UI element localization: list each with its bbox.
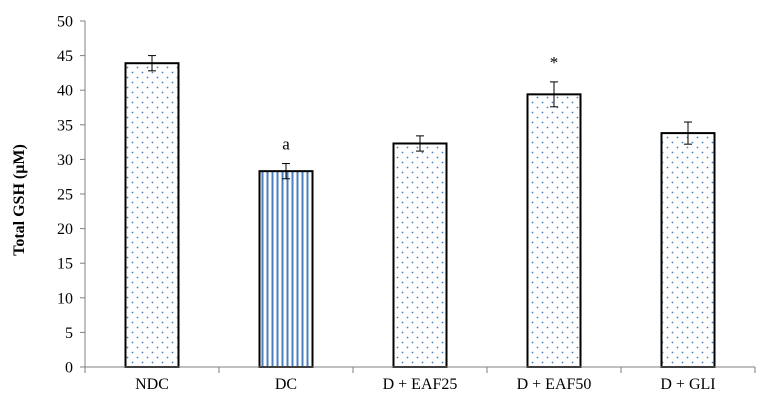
bars-group: a* xyxy=(124,53,716,369)
bar xyxy=(124,62,180,368)
bar xyxy=(392,142,448,368)
x-tick-label: DC xyxy=(275,376,297,393)
x-tick-label: D + EAF25 xyxy=(383,376,458,393)
y-axis-title: Total GSH (µM) xyxy=(11,144,28,256)
y-tick-label: 5 xyxy=(65,325,73,342)
y-axis-ticks: 0 5 10 15 20 25 30 35 40 45 50 xyxy=(57,14,85,377)
bar-annotation: a xyxy=(282,135,290,154)
y-tick-label: 15 xyxy=(57,256,73,273)
bar-annotation: * xyxy=(550,53,559,72)
y-tick-label: 40 xyxy=(57,83,73,100)
y-tick-label: 25 xyxy=(57,187,73,204)
y-tick-label: 10 xyxy=(57,290,73,307)
x-tick-label: D + GLI xyxy=(660,376,715,393)
y-tick-label: 50 xyxy=(57,14,73,31)
y-tick-label: 35 xyxy=(57,117,73,134)
x-tick-label: NDC xyxy=(135,376,169,393)
y-tick-label: 0 xyxy=(65,360,73,377)
y-tick-label: 30 xyxy=(57,152,73,169)
x-tick-label: D + EAF50 xyxy=(517,376,592,393)
y-tick-label: 20 xyxy=(57,221,73,238)
bar xyxy=(660,132,716,368)
x-axis-ticks: NDC DC D + EAF25 D + EAF50 D + GLI xyxy=(84,367,756,393)
bar xyxy=(258,170,314,368)
y-tick-label: 45 xyxy=(57,48,73,65)
bar xyxy=(526,93,582,369)
